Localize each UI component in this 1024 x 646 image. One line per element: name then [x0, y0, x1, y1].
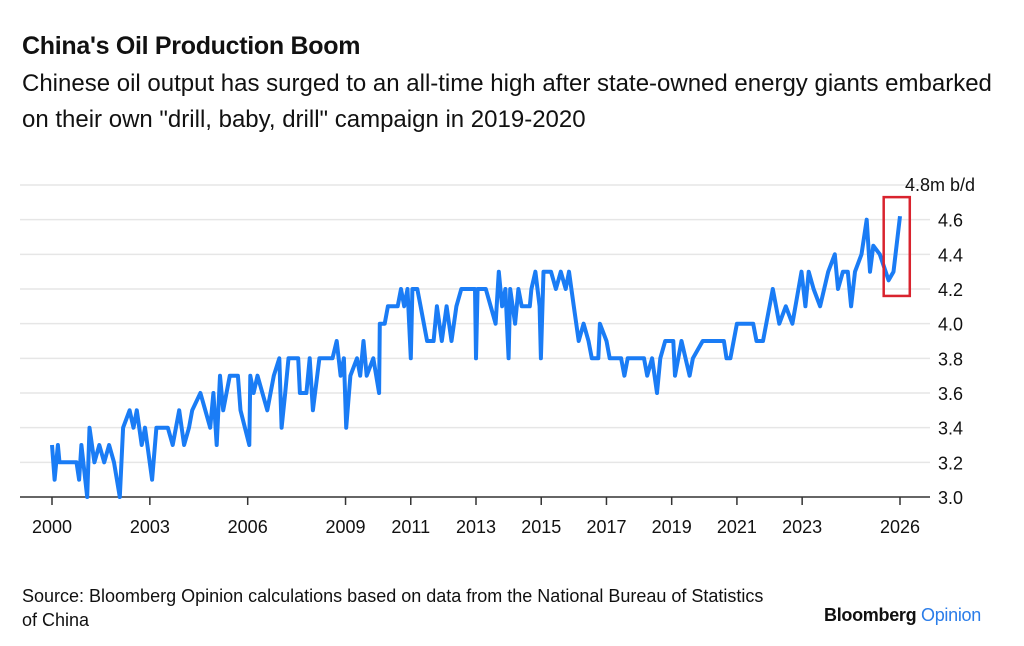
x-tick-label: 2017: [586, 517, 626, 537]
x-tick-label: 2021: [717, 517, 757, 537]
y-tick-label: 3.2: [938, 453, 963, 473]
bloomberg-opinion-logo: Bloomberg Opinion: [824, 605, 981, 626]
chart-subtitle: Chinese oil output has surged to an all-…: [22, 70, 992, 133]
x-tick-label: 2026: [880, 517, 920, 537]
x-tick-label: 2009: [326, 517, 366, 537]
x-tick-label: 2000: [32, 517, 72, 537]
y-tick-label: 4.0: [938, 315, 963, 335]
y-tick-label: 3.6: [938, 384, 963, 404]
logo-brand: Bloomberg: [824, 605, 917, 625]
x-tick-label: 2003: [130, 517, 170, 537]
x-tick-label: 2015: [521, 517, 561, 537]
x-tick-label: 2013: [456, 517, 496, 537]
highlight-box: [882, 195, 912, 298]
x-tick-label: 2011: [391, 517, 430, 537]
y-axis-ticks: 3.0 3.2 3.4 3.6 3.8 4.0 4.2 4.4 4.6: [938, 211, 963, 508]
x-tick-label: 2023: [782, 517, 822, 537]
source-note: Source: Bloomberg Opinion calculations b…: [22, 586, 764, 630]
chart-title: China's Oil Production Boom: [22, 32, 361, 60]
series-line: [50, 215, 902, 499]
y-tick-label: 3.4: [938, 419, 963, 439]
y-tick-label: 4.4: [938, 245, 963, 265]
x-axis-ticks: 2000 2003 2006 2009 2011 2013 2015 2017 2019 2021…: [32, 497, 920, 537]
y-tick-label: 4.2: [938, 280, 963, 300]
x-tick-label: 2019: [652, 517, 692, 537]
y-tick-label: 3.8: [938, 349, 963, 369]
logo-product: Opinion: [921, 605, 981, 625]
x-tick-label: 2006: [228, 517, 268, 537]
y-tick-label: 3.0: [938, 488, 963, 508]
y-tick-label: 4.6: [938, 211, 963, 231]
unit-label: 4.8m b/d: [905, 175, 975, 195]
